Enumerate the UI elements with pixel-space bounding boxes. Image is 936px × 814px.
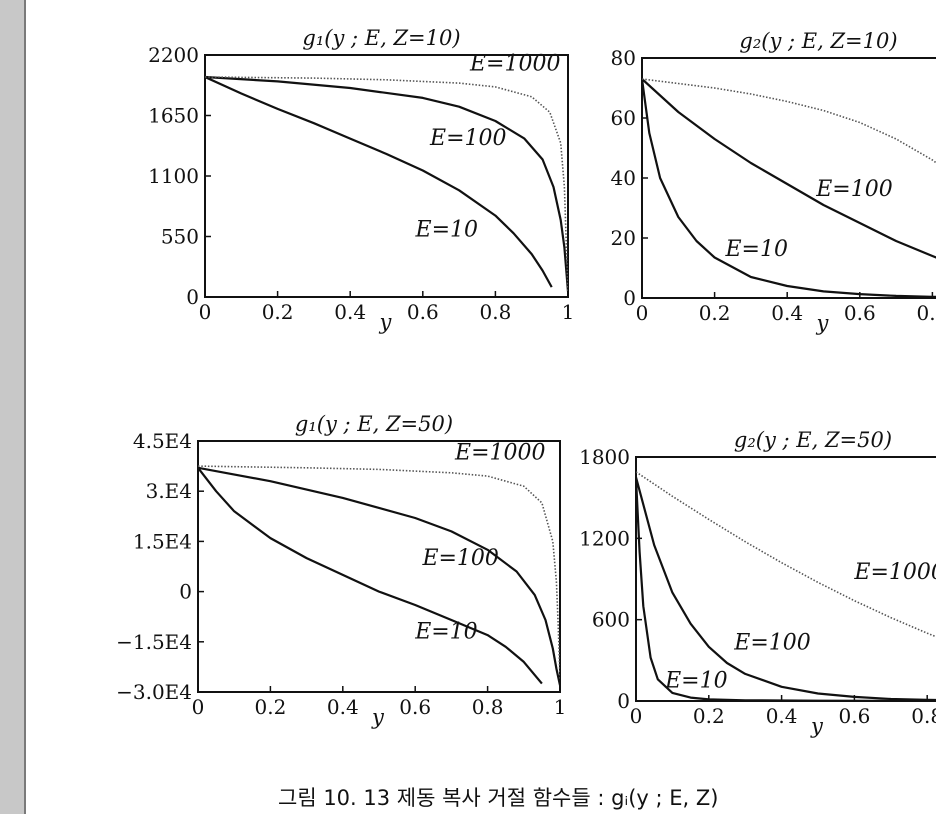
series-label-2: E=100 (421, 546, 498, 571)
series-line-1 (198, 467, 543, 685)
y-tick-label: 0 (179, 580, 192, 604)
series-line-3 (205, 76, 568, 292)
y-tick-label: 80 (611, 46, 636, 70)
y-tick-label: 0 (186, 285, 199, 309)
series-line-3 (198, 465, 560, 679)
scan-left-margin (0, 0, 24, 814)
x-tick-label: 0.6 (844, 301, 876, 325)
y-tick-label: 4.5E4 (133, 429, 192, 453)
x-tick-label: 0.4 (771, 301, 803, 325)
figure-caption: 그림 10. 13 제동 복사 거절 함수들 : gᵢ(y ; E, Z) (278, 786, 719, 810)
y-tick-label: 3.E4 (146, 479, 192, 503)
series-label-2: E=100 (815, 177, 892, 202)
y-tick-label: 1650 (148, 104, 199, 128)
x-tick-label: 0.2 (254, 695, 286, 719)
series-line-1 (205, 75, 553, 288)
y-tick-label: 60 (611, 106, 636, 130)
series-label-2: E=100 (429, 126, 506, 151)
x-tick-label: 0 (636, 301, 649, 325)
x-tick-label: 0.6 (407, 300, 439, 324)
series-label-3: E=1000 (853, 560, 936, 585)
x-tick-label: 0.8 (911, 704, 936, 728)
x-tick-label: 0.2 (699, 301, 731, 325)
x-tick-label: 1 (562, 300, 575, 324)
series-label-1: E=10 (414, 619, 478, 644)
x-tick-label: 0.6 (838, 704, 870, 728)
chart-title: g₁(y ; E, Z=10) (302, 26, 460, 50)
plot-frame (204, 54, 569, 298)
x-tick-label: 0.6 (399, 695, 431, 719)
x-axis-label: y (371, 705, 385, 729)
x-tick-label: 1 (554, 695, 567, 719)
x-tick-label: 0 (192, 695, 205, 719)
y-tick-label: 600 (592, 608, 630, 632)
series-label-3: E=1000 (469, 51, 560, 76)
y-tick-label: 1200 (579, 526, 630, 550)
x-tick-label: 0.8 (479, 300, 511, 324)
y-tick-label: −1.5E4 (116, 630, 192, 654)
series-line-2 (205, 75, 568, 292)
y-tick-label: 40 (611, 166, 636, 190)
x-axis-label: y (815, 311, 829, 335)
x-tick-label: 0.8 (916, 301, 936, 325)
series-line-2 (198, 466, 560, 686)
x-axis-label: y (378, 310, 392, 334)
scan-left-edge (24, 0, 26, 814)
series-label-1: E=10 (415, 218, 479, 243)
y-tick-label: 0 (617, 689, 630, 713)
x-tick-label: 0.4 (334, 300, 366, 324)
x-tick-label: 0.8 (472, 695, 504, 719)
chart-title: g₂(y ; E, Z=10) (739, 29, 897, 53)
series-label-3: E=1000 (454, 440, 545, 465)
x-tick-label: 0.4 (766, 704, 798, 728)
x-tick-label: 0 (630, 704, 643, 728)
series-label-1: E=10 (664, 668, 728, 693)
chart-panel-2: g₂(y ; E, Z=10) 0 0.2 0.4 0.6 0.8 y 0 20 40 60 80 E=… (611, 29, 936, 335)
series-line-1 (636, 478, 936, 701)
chart-title: g₂(y ; E, Z=50) (734, 428, 892, 452)
series-label-1: E=10 (724, 237, 788, 262)
chart-panel-1: g₁(y ; E, Z=10) 0 0.2 0.4 0.6 0.8 1 y 0 550 1100 16… (148, 26, 574, 334)
x-tick-label: 0.2 (693, 704, 725, 728)
series-line-1 (642, 78, 936, 298)
y-tick-label: 1800 (579, 445, 630, 469)
figure-canvas: g₁(y ; E, Z=10)0 0.2 0.4 0.6 0.8 1y0550110016… (116, 26, 936, 738)
y-tick-label: 1.5E4 (133, 529, 192, 553)
y-tick-label: 1100 (148, 164, 199, 188)
y-tick-label: 20 (611, 226, 636, 250)
plot-frame (197, 440, 561, 693)
chart-title: g₁(y ; E, Z=50) (295, 412, 453, 436)
x-axis-label: y (810, 714, 824, 738)
series-line-2 (642, 78, 936, 259)
x-tick-label: 0.2 (262, 300, 294, 324)
series-label-2: E=100 (733, 630, 810, 655)
chart-panel-3: g₁(y ; E, Z=50) 0 0.2 0.4 0.6 0.8 1 y −3.0E4 −1.5… (116, 412, 566, 729)
y-tick-label: 2200 (148, 43, 199, 67)
y-tick-label: 550 (161, 225, 199, 249)
y-tick-label: −3.0E4 (116, 680, 192, 704)
x-tick-label: 0.4 (327, 695, 359, 719)
series-line-2 (636, 477, 936, 701)
y-tick-label: 0 (623, 286, 636, 310)
chart-panel-4: g₂(y ; E, Z=50) 0 0.2 0.4 0.6 0.8 y 0 600 1200 180… (579, 428, 936, 738)
x-tick-label: 0 (199, 300, 212, 324)
